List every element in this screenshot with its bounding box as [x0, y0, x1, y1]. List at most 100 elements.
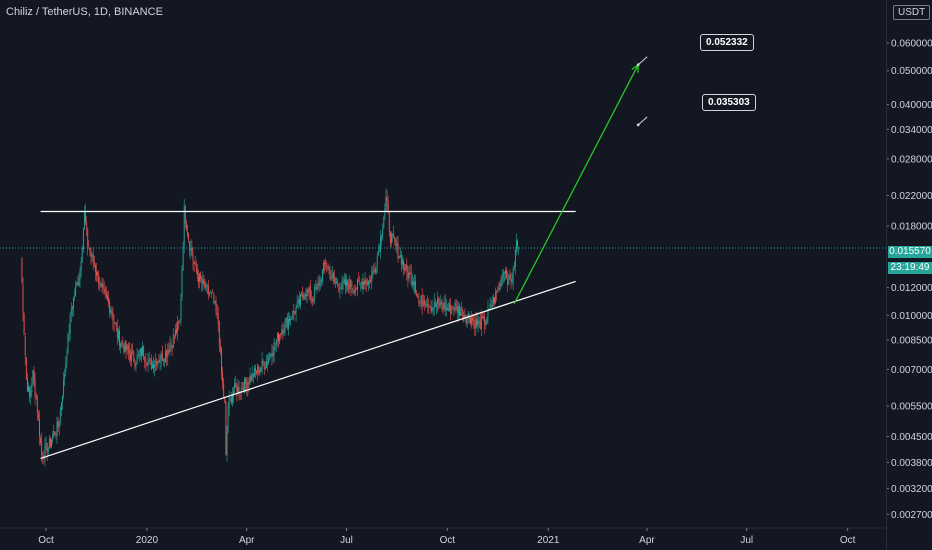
- callout-leader: [637, 116, 648, 126]
- candle-body: [258, 367, 260, 374]
- candle-body: [198, 276, 199, 282]
- candle-body: [90, 250, 92, 256]
- y-tick-label: 0.022000: [891, 191, 932, 202]
- candle-body: [304, 294, 306, 299]
- candle-body: [151, 363, 153, 369]
- candle-body: [114, 323, 116, 325]
- candle-body: [148, 358, 150, 362]
- support-trendline[interactable]: [40, 280, 576, 459]
- candle-body: [352, 289, 354, 291]
- candle-body: [68, 332, 70, 333]
- candle-body: [267, 362, 269, 364]
- candle-body: [354, 289, 356, 293]
- callout-leaders: [636, 56, 648, 127]
- candle-body: [187, 231, 188, 236]
- candle-body: [57, 420, 59, 428]
- candle-body: [392, 233, 394, 235]
- x-tick-label: 2020: [136, 535, 159, 546]
- candle-body: [96, 271, 97, 276]
- projection-arrow-line: [513, 64, 639, 304]
- target-callout-low[interactable]: 0.035303: [702, 94, 756, 111]
- currency-button[interactable]: USDT: [893, 5, 931, 20]
- candle-body: [503, 272, 505, 273]
- candle-body: [398, 256, 400, 259]
- candle-body: [306, 289, 308, 297]
- candle-body: [296, 302, 298, 308]
- candle-body: [289, 318, 290, 322]
- candle-body: [327, 266, 329, 268]
- candle-body: [505, 269, 506, 274]
- candle-body: [445, 306, 447, 310]
- chart-title: Chiliz / TetherUS, 1D, BINANCE: [6, 6, 163, 18]
- candle-body: [59, 408, 61, 422]
- candle-body: [219, 346, 221, 351]
- candle-body: [324, 262, 326, 265]
- candle-body: [66, 355, 68, 362]
- candle-body: [293, 310, 295, 313]
- candle-body: [516, 240, 517, 249]
- candle-body: [252, 373, 254, 378]
- callout-anchor-dot: [636, 123, 640, 127]
- time-axis[interactable]: Oct 2020 Apr Jul Oct 2021 Apr Jul Oct: [0, 527, 886, 546]
- candle-body: [482, 316, 483, 319]
- candle-body: [511, 279, 513, 283]
- candle-body: [512, 268, 514, 282]
- candle-body: [361, 281, 363, 289]
- candle-body: [215, 300, 217, 312]
- y-tick-label: 0.028000: [891, 154, 932, 165]
- candle-body: [173, 336, 175, 338]
- y-tick-label: 0.002700: [891, 510, 932, 521]
- candle-body: [191, 247, 193, 256]
- candle-body: [446, 307, 448, 311]
- candle-body: [408, 272, 410, 278]
- candle-body: [122, 341, 124, 347]
- candle-body: [203, 279, 205, 285]
- x-tick-label: Jul: [340, 535, 353, 546]
- candle-body: [249, 376, 251, 384]
- target-callout-high[interactable]: 0.052332: [700, 34, 754, 51]
- candle-body: [476, 318, 478, 326]
- candle-body: [518, 247, 520, 249]
- candle-body: [190, 247, 192, 252]
- candle-body: [162, 359, 164, 362]
- candle-body: [92, 254, 94, 263]
- candle-body: [112, 312, 114, 321]
- candle-body: [183, 206, 185, 246]
- candle-body: [22, 284, 24, 314]
- candle-body: [25, 357, 27, 379]
- candle-body: [225, 401, 227, 455]
- candle-body: [119, 330, 120, 346]
- candle-body: [172, 334, 174, 348]
- candle-body: [223, 382, 225, 397]
- candle-body: [60, 402, 62, 411]
- projection-arrow[interactable]: [513, 63, 639, 304]
- candle-body: [448, 309, 449, 312]
- candle-body: [371, 274, 373, 282]
- candle-body: [339, 290, 341, 292]
- candle-body: [411, 281, 413, 286]
- candle-body: [396, 243, 398, 247]
- candle-body: [287, 319, 289, 330]
- candle-body: [145, 361, 147, 363]
- price-axis[interactable]: 0.060000 0.050000 0.040000 0.034000 0.028000…: [886, 39, 932, 521]
- candle-body: [377, 250, 379, 255]
- candle-body: [430, 306, 432, 311]
- candle-body: [80, 261, 82, 271]
- candle-body: [180, 298, 182, 321]
- candle-body: [389, 231, 391, 244]
- candle-body: [46, 443, 48, 454]
- candle-body: [164, 360, 165, 362]
- candle-body: [143, 346, 145, 358]
- candle-body: [295, 307, 297, 314]
- candle-body: [415, 281, 417, 293]
- candle-body: [432, 308, 434, 310]
- candle-body: [21, 257, 23, 283]
- candle-body: [501, 276, 503, 285]
- candle-body: [488, 308, 490, 310]
- candle-body: [360, 282, 362, 285]
- candle-body: [276, 332, 278, 339]
- candle-body: [409, 272, 411, 274]
- candle-body: [71, 307, 73, 310]
- candle-body: [491, 305, 493, 307]
